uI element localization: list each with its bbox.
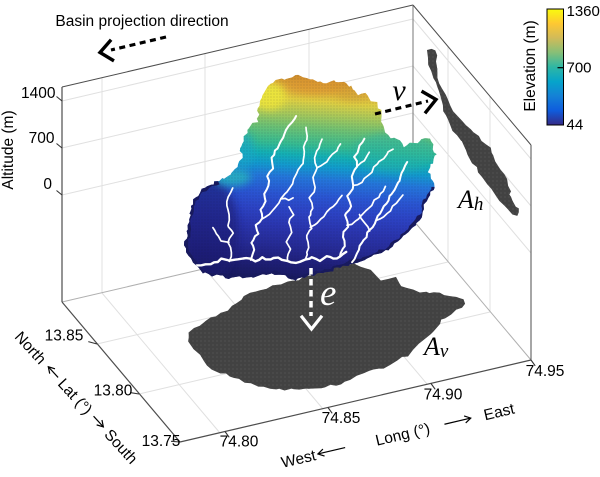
svg-text:1400: 1400 (21, 85, 56, 102)
svg-text:v: v (392, 74, 406, 107)
svg-text:Elevation (m): Elevation (m) (522, 20, 539, 111)
svg-text:0: 0 (43, 176, 52, 193)
svg-text:74.85: 74.85 (322, 410, 361, 427)
svg-text:74.80: 74.80 (220, 434, 259, 451)
svg-text:East: East (482, 400, 517, 424)
svg-text:74.95: 74.95 (526, 363, 565, 380)
svg-text:700: 700 (567, 60, 592, 77)
svg-text:13.85: 13.85 (45, 328, 84, 345)
svg-text:44: 44 (567, 117, 584, 134)
svg-text:Basin projection direction: Basin projection direction (55, 13, 228, 30)
svg-text:74.90: 74.90 (424, 387, 463, 404)
svg-text:e: e (320, 273, 336, 314)
svg-text:Altitude (m): Altitude (m) (0, 110, 17, 189)
svg-text:13.75: 13.75 (142, 433, 181, 450)
svg-text:1360: 1360 (567, 3, 600, 20)
svg-text:13.80: 13.80 (94, 383, 133, 400)
svg-text:700: 700 (29, 130, 55, 147)
